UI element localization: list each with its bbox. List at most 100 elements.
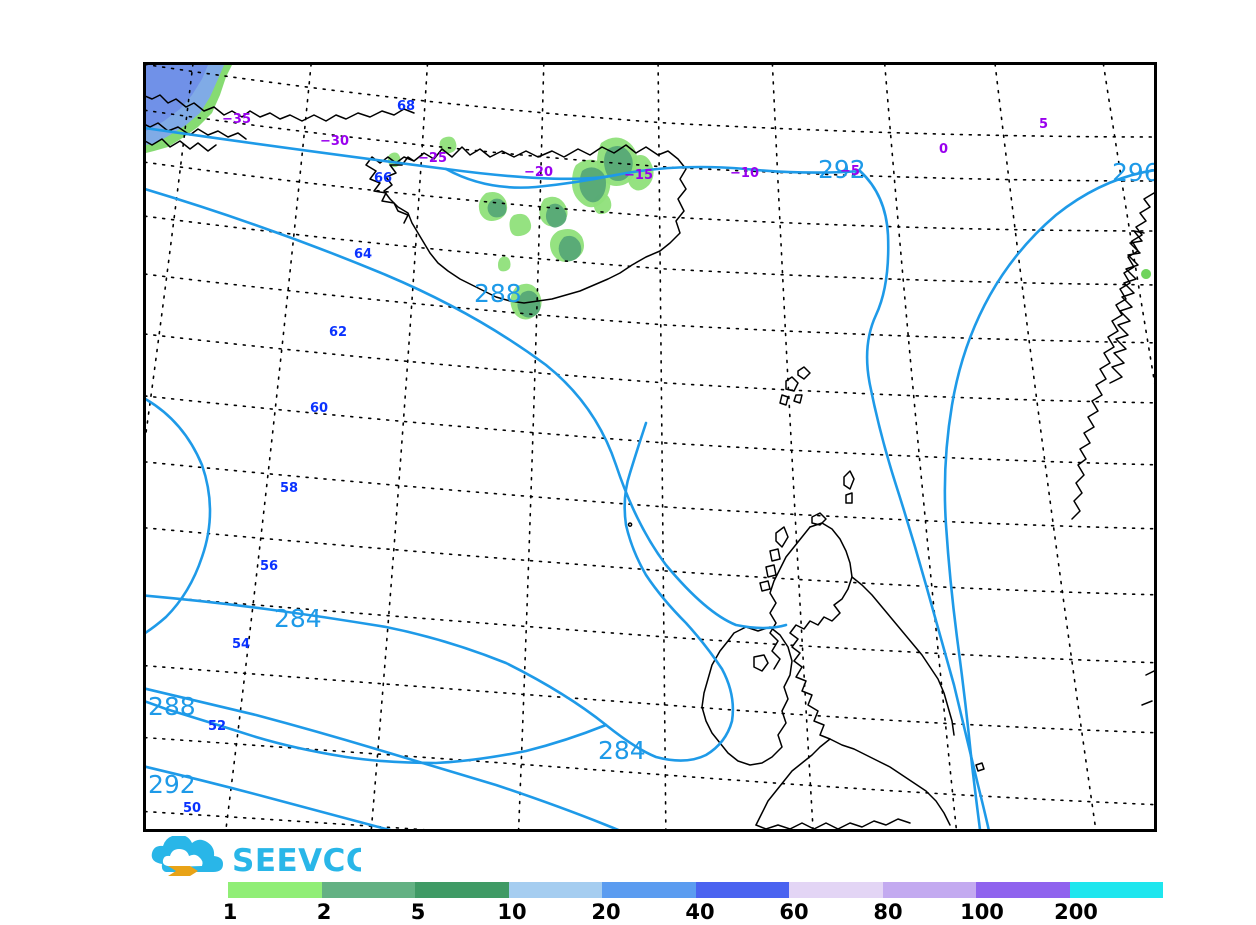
lat-label-50: 50 [183, 801, 201, 816]
contour-296-east [943, 168, 1154, 829]
colorbar-tick-80: 80 [873, 900, 903, 924]
graticule-lat-68 [146, 65, 1154, 138]
graticule-lat-59 [146, 595, 1154, 664]
contour-vertical-inner-left [146, 397, 212, 634]
contour-284-loop-lower [146, 700, 608, 765]
coastline-ireland-loughneagh [753, 654, 769, 672]
lon-label-5: 5 [1039, 117, 1048, 132]
contour-288 [146, 188, 788, 630]
coastline-layer [146, 94, 1154, 829]
colorbar-tick-40: 40 [685, 900, 715, 924]
colorbar-swatch-1 [321, 882, 415, 898]
contour-288-left-bottom [146, 687, 620, 829]
coastline-dot-center [627, 522, 633, 527]
coastline-greenland-fjords [146, 138, 217, 152]
contour-label-284-lower: 284 [598, 736, 646, 765]
contour-label-292-a: 292 [818, 155, 866, 184]
coastline-channel-islands [975, 762, 985, 772]
arrow-icon [168, 866, 198, 876]
geopotential-contour-layer [146, 126, 1154, 829]
colorbar-tick-2: 2 [316, 900, 332, 924]
colorbar-tick-1: 1 [222, 900, 238, 924]
graticule-lon-m15 [657, 65, 667, 829]
coastline-scotland-east [769, 526, 811, 670]
colorbar-swatch-9 [1069, 882, 1163, 898]
lon-label-m10: −10 [730, 166, 759, 181]
graticule-lat-60 [146, 527, 1154, 596]
contour-label-group: 292 296 288 284 284 288 292 [148, 155, 1154, 799]
contour-label-288-edge: 288 [148, 692, 196, 721]
colorbar-tick-20: 20 [591, 900, 621, 924]
contour-label-292-edge: 292 [148, 770, 196, 799]
lon-label-m25: −25 [418, 151, 447, 166]
map-canvas: 292 296 288 284 284 288 292 68 66 64 62 … [146, 65, 1154, 829]
coastline-ireland [701, 626, 793, 766]
coastline-england-east [851, 576, 955, 736]
coastline-norway [1071, 192, 1154, 520]
coastline-faroe-islands [779, 366, 811, 406]
coastline-orkney [811, 512, 827, 526]
contour-292-iceland [444, 167, 618, 189]
seevccc-logo[interactable]: SEEVCCC [146, 834, 392, 879]
lat-label-66: 66 [374, 171, 392, 186]
lat-label-68: 68 [397, 99, 415, 114]
graticule-lon-m10 [771, 65, 814, 829]
lon-label-m30: −30 [320, 134, 349, 149]
graticule-lat-64 [146, 273, 1154, 344]
colorbar-swatch-3 [508, 882, 602, 898]
colorbar-tick-5: 5 [410, 900, 426, 924]
contour-label-296: 296 [1112, 158, 1154, 187]
snow-patch-greenland-blue-deep [146, 65, 208, 131]
graticule-lon-0 [994, 65, 1097, 829]
colorbar-swatch-2 [415, 882, 509, 898]
snow-patch-norway-dot [1141, 269, 1152, 279]
lon-label-m15: −15 [624, 168, 653, 183]
graticule-lat-58 [146, 664, 1154, 734]
logo-svg: SEEVCCC [151, 834, 392, 879]
lon-label-0: 0 [939, 142, 948, 157]
colorbar[interactable]: 1 2 5 10 20 40 60 80 100 200 [223, 882, 1163, 924]
contour-label-284-left: 284 [274, 604, 322, 633]
lat-label-64: 64 [354, 247, 372, 262]
lat-label-60: 60 [310, 401, 328, 416]
coastline-shetland [843, 470, 855, 504]
latitude-label-group: 68 66 64 62 60 58 56 54 52 50 [183, 99, 415, 816]
logo-wordmark: SEEVCCC [232, 843, 361, 878]
coastline-iceland-westfjords [365, 156, 415, 224]
lat-label-52: 52 [208, 719, 226, 734]
contour-284-left [146, 421, 735, 762]
coastline-england-south [755, 818, 911, 829]
cloud-inner-notch [162, 849, 203, 867]
coastline-england-wales [755, 738, 951, 826]
lat-label-54: 54 [232, 637, 250, 652]
snow-shading-layer [146, 65, 1152, 320]
coastline-greenland [146, 94, 415, 122]
contour-label-288-iceland: 288 [474, 279, 522, 308]
lat-label-56: 56 [260, 559, 278, 574]
graticule-lon-m30 [225, 65, 312, 829]
colorbar-swatch-4 [602, 882, 696, 898]
longitude-label-group: −35 −30 −25 −20 −15 −10 −5 0 5 [222, 112, 1048, 183]
colorbar-tick-100: 100 [960, 900, 1004, 924]
lat-label-58: 58 [280, 481, 298, 496]
contour-292-north [146, 126, 862, 181]
coastline-iceland [383, 144, 687, 304]
graticule-lon-m20 [517, 65, 545, 829]
coastline-misc-br [1141, 670, 1154, 706]
coastline-hebrides [759, 526, 789, 592]
map-panel[interactable]: 292 296 288 284 284 288 292 68 66 64 62 … [143, 62, 1157, 832]
colorbar-swatch-7 [882, 882, 976, 898]
lat-label-62: 62 [329, 325, 347, 340]
graticule-lat-63 [146, 333, 1154, 404]
lon-label-m35: −35 [222, 112, 251, 127]
graticule-lat-66 [146, 161, 1154, 232]
colorbar-tick-labels: 1 2 5 10 20 40 60 80 100 200 [223, 900, 1163, 924]
graticule-lat-62 [146, 395, 1154, 466]
contour-292-trough [858, 169, 990, 829]
graticule-lat-61 [146, 461, 1154, 530]
colorbar-swatches [228, 882, 1163, 898]
lon-label-m20: −20 [524, 165, 553, 180]
coastline-norway-fjords [1109, 230, 1145, 384]
coastline-greenland-inner [146, 122, 247, 140]
